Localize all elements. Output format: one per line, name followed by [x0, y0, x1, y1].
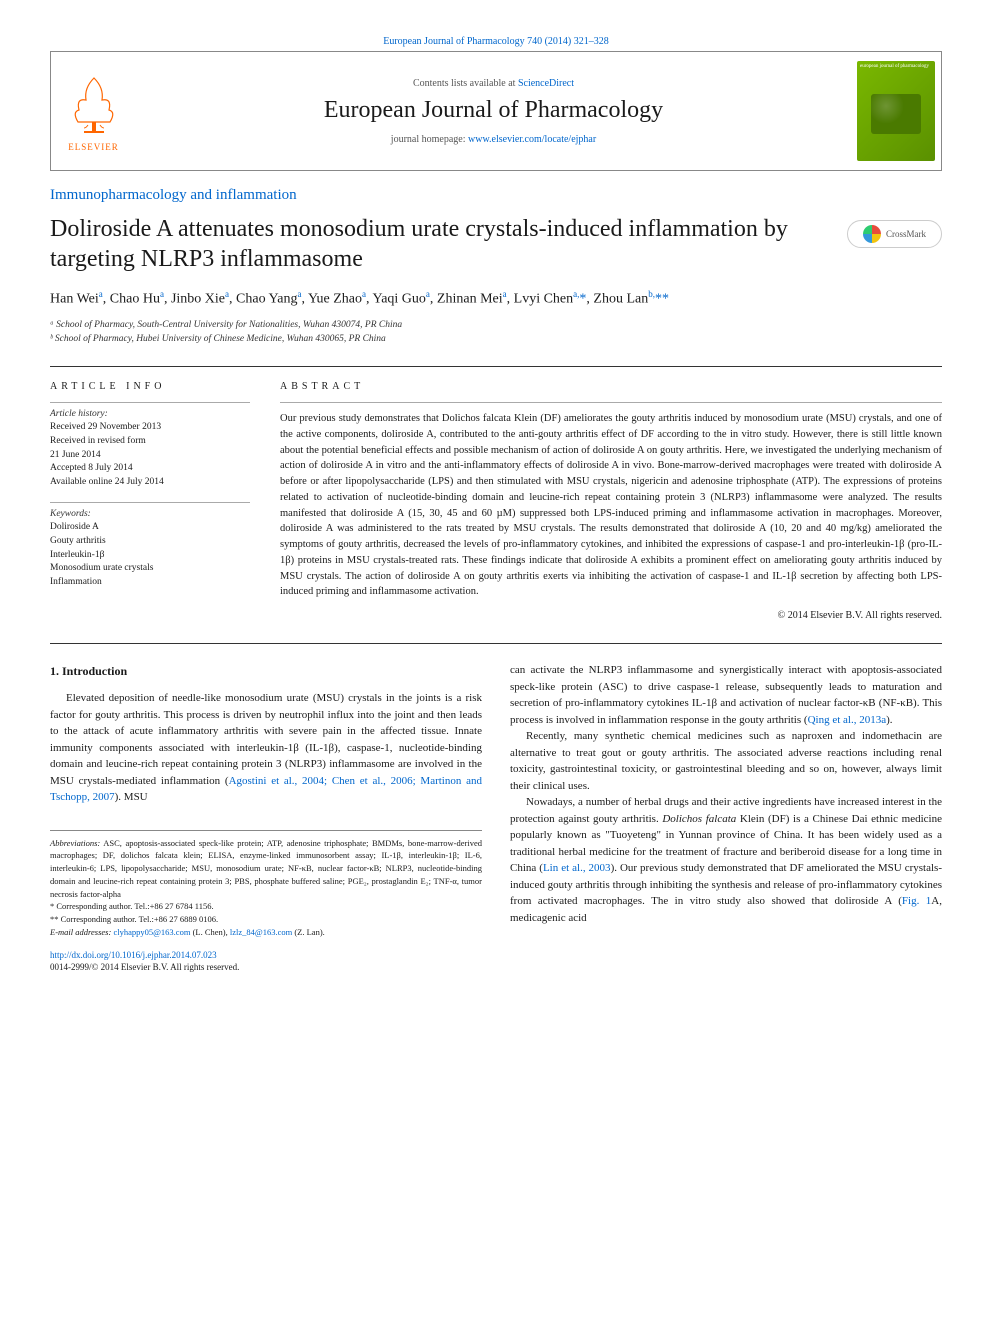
crossmark-icon: [863, 225, 881, 243]
keywords-body: Doliroside AGouty arthritisInterleukin-1…: [50, 521, 250, 590]
col2-p3: Nowadays, a number of herbal drugs and t…: [510, 794, 942, 926]
doi-link[interactable]: http://dx.doi.org/10.1016/j.ejphar.2014.…: [50, 950, 217, 960]
elsevier-label: ELSEVIER: [68, 142, 119, 152]
email-1-who: (L. Chen),: [190, 927, 229, 937]
article-info-block: ARTICLE INFO Article history: Received 2…: [50, 381, 250, 621]
issn-line: 0014-2999/© 2014 Elsevier B.V. All right…: [50, 962, 239, 972]
column-right: can activate the NLRP3 inflammasome and …: [510, 662, 942, 974]
journal-header: ELSEVIER Contents lists available at Sci…: [50, 51, 942, 171]
crossmark-label: CrossMark: [886, 229, 926, 239]
p1-text: Elevated deposition of needle-like monos…: [50, 692, 482, 787]
abstract-heading: ABSTRACT: [280, 381, 942, 392]
ref-qing[interactable]: Qing et al., 2013a: [808, 714, 887, 726]
history-body: Received 29 November 2013Received in rev…: [50, 421, 250, 490]
contents-prefix: Contents lists available at: [413, 78, 518, 89]
intro-heading: 1. Introduction: [50, 662, 482, 680]
divider: [50, 366, 942, 367]
history-label: Article history:: [50, 409, 250, 419]
column-left: 1. Introduction Elevated deposition of n…: [50, 662, 482, 974]
ref-fig1[interactable]: Fig. 1: [902, 895, 931, 907]
abstract-block: ABSTRACT Our previous study demonstrates…: [280, 381, 942, 621]
email-label: E-mail addresses:: [50, 927, 113, 937]
sciencedirect-link[interactable]: ScienceDirect: [518, 78, 574, 89]
col2-p1: can activate the NLRP3 inflammasome and …: [510, 662, 942, 728]
abbrev-label: Abbreviations:: [50, 838, 100, 848]
email-2-who: (Z. Lan).: [292, 927, 325, 937]
journal-title: European Journal of Pharmacology: [324, 97, 663, 124]
abbreviations-line: Abbreviations: ASC, apoptosis-associated…: [50, 837, 482, 901]
journal-cover[interactable]: european journal of pharmacology: [851, 52, 941, 170]
elsevier-tree-icon: [64, 70, 124, 140]
abstract-copyright: © 2014 Elsevier B.V. All rights reserved…: [280, 610, 942, 621]
ref-lin[interactable]: Lin et al., 2003: [543, 862, 611, 874]
crossmark-badge[interactable]: CrossMark: [847, 220, 942, 248]
corresponding-2: ** Corresponding author. Tel.:+86 27 688…: [50, 913, 482, 926]
journal-cover-image: european journal of pharmacology: [857, 61, 935, 161]
body-columns: 1. Introduction Elevated deposition of n…: [50, 662, 942, 974]
homepage-link[interactable]: www.elsevier.com/locate/ejphar: [468, 134, 596, 145]
article-title: Doliroside A attenuates monosodium urate…: [50, 214, 827, 274]
affiliation-a: ᵃ School of Pharmacy, South-Central Univ…: [50, 318, 942, 332]
divider-body: [50, 643, 942, 644]
citation-text[interactable]: European Journal of Pharmacology 740 (20…: [383, 36, 609, 47]
corresponding-1: * Corresponding author. Tel.:+86 27 6784…: [50, 900, 482, 913]
p1-tail: ). MSU: [115, 791, 148, 803]
section-label[interactable]: Immunopharmacology and inflammation: [50, 187, 942, 204]
email-1[interactable]: clyhappy05@163.com: [113, 927, 190, 937]
contents-line: Contents lists available at ScienceDirec…: [413, 78, 574, 89]
c2p3b-italic: Dolichos falcata: [662, 813, 736, 825]
intro-paragraph-1: Elevated deposition of needle-like monos…: [50, 690, 482, 806]
c2p1-tail: ).: [886, 714, 892, 726]
citation-line: European Journal of Pharmacology 740 (20…: [50, 36, 942, 47]
doi-block: http://dx.doi.org/10.1016/j.ejphar.2014.…: [50, 949, 482, 974]
elsevier-logo[interactable]: ELSEVIER: [51, 52, 136, 170]
keywords-label: Keywords:: [50, 509, 250, 519]
footnotes-block: Abbreviations: ASC, apoptosis-associated…: [50, 830, 482, 939]
article-info-heading: ARTICLE INFO: [50, 381, 250, 392]
abstract-body: Our previous study demonstrates that Dol…: [280, 402, 942, 600]
email-2[interactable]: lzlz_84@163.com: [230, 927, 292, 937]
email-line: E-mail addresses: clyhappy05@163.com (L.…: [50, 926, 482, 939]
authors-list: Han Weia, Chao Hua, Jinbo Xiea, Chao Yan…: [50, 288, 942, 310]
col2-p2: Recently, many synthetic chemical medici…: [510, 728, 942, 794]
affiliation-b: ᵇ School of Pharmacy, Hubei University o…: [50, 332, 942, 346]
homepage-line: journal homepage: www.elsevier.com/locat…: [391, 134, 596, 145]
affiliations: ᵃ School of Pharmacy, South-Central Univ…: [50, 318, 942, 347]
homepage-prefix: journal homepage:: [391, 134, 468, 145]
header-center: Contents lists available at ScienceDirec…: [136, 52, 851, 170]
abbrev-body: ASC, apoptosis-associated speck-like pro…: [50, 838, 482, 899]
